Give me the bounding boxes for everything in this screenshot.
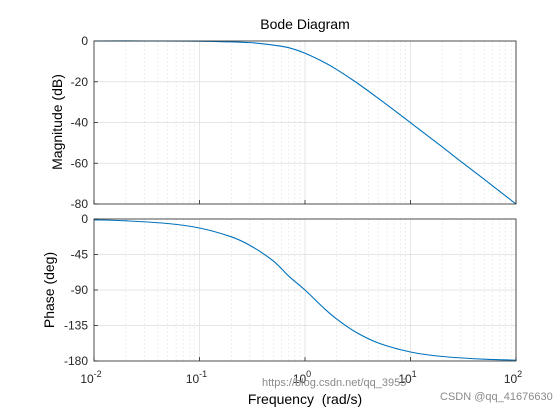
x-tick-label: 10-2 (80, 369, 101, 386)
magnitude-plot-frame (93, 40, 517, 205)
phase-y-tick-label: -135 (64, 319, 88, 333)
phase-series-line (93, 219, 517, 361)
phase-plot: 0-45-90-135-180 10-2 10-1 100 101 102 (64, 212, 522, 386)
magnitude-y-tick-label: -20 (71, 75, 89, 89)
phase-y-tick-label: -180 (64, 354, 88, 368)
phase-y-tick-label: 0 (81, 212, 88, 226)
magnitude-y-tick-label: -60 (71, 156, 89, 170)
magnitude-y-axis-label: Magnitude (dB) (49, 74, 65, 170)
magnitude-y-tick-label: 0 (81, 34, 88, 48)
phase-plot-frame (93, 218, 517, 362)
x-tick-label: 102 (504, 369, 522, 386)
chart-title: Bode Diagram (260, 16, 350, 32)
watermark-csdn: CSDN @qq_41676630 (440, 391, 553, 403)
x-axis-label: Frequency (rad/s) (248, 391, 362, 407)
magnitude-y-ticks: 0 -20 -40 -60 -80 (71, 34, 98, 211)
magnitude-series-line (93, 40, 517, 205)
phase-y-tick-label: -45 (71, 248, 89, 262)
phase-y-tick-label: -90 (71, 283, 89, 297)
magnitude-y-tick-label: -80 (71, 197, 89, 211)
magnitude-plot: 0 -20 -40 -60 -80 (71, 34, 517, 211)
watermark-url: https://blog.csdn.net/qq_3955 (262, 377, 407, 389)
magnitude-y-tick-label: -40 (71, 116, 89, 130)
phase-y-ticks: 0 -45 -90 -135 -180 (64, 212, 98, 368)
phase-y-axis-label: Phase (deg) (41, 252, 57, 328)
x-tick-label: 10-1 (186, 369, 207, 386)
